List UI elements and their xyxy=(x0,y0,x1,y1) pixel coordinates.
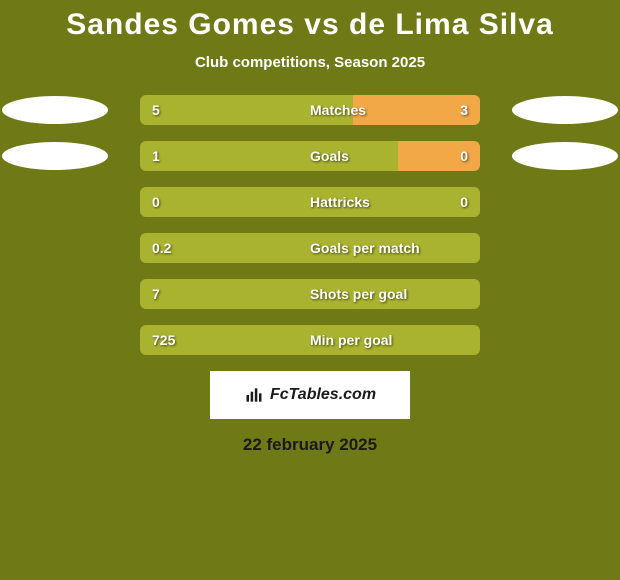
bar-segment-left xyxy=(140,141,398,171)
metric-bar: 7 Shots per goal xyxy=(140,279,480,309)
metric-bar: 5 3 Matches xyxy=(140,95,480,125)
date-text: 22 february 2025 xyxy=(0,435,620,455)
metric-bar: 1 0 Goals xyxy=(140,141,480,171)
metric-label: Goals per match xyxy=(310,240,420,256)
player-avatar-left xyxy=(2,96,108,124)
metric-bar: 0 0 Hattricks xyxy=(140,187,480,217)
metric-bar: 725 Min per goal xyxy=(140,325,480,355)
page-title: Sandes Gomes vs de Lima Silva xyxy=(0,8,620,42)
player-avatar-right xyxy=(512,96,618,124)
value-right: 3 xyxy=(460,102,468,118)
value-left: 5 xyxy=(152,102,160,118)
branding-box: FcTables.com xyxy=(210,371,410,419)
metric-label: Matches xyxy=(310,102,366,118)
metric-label: Hattricks xyxy=(310,194,370,210)
subtitle: Club competitions, Season 2025 xyxy=(0,54,620,71)
metric-label: Goals xyxy=(310,148,349,164)
comparison-infographic: Sandes Gomes vs de Lima Silva Club compe… xyxy=(0,0,620,580)
value-left: 0 xyxy=(152,194,160,210)
metric-row: 1 0 Goals xyxy=(0,141,620,171)
metric-label: Shots per goal xyxy=(310,286,407,302)
metric-label: Min per goal xyxy=(310,332,392,348)
avatar-slot-right xyxy=(510,128,620,184)
value-left: 1 xyxy=(152,148,160,164)
value-left: 7 xyxy=(152,286,160,302)
branding-text: FcTables.com xyxy=(270,386,376,404)
chart-icon xyxy=(244,385,264,405)
metric-row: 0 0 Hattricks xyxy=(0,187,620,217)
player-avatar-left xyxy=(2,142,108,170)
metric-row: 725 Min per goal xyxy=(0,325,620,355)
metric-bar: 0.2 Goals per match xyxy=(140,233,480,263)
avatar-slot-left xyxy=(0,128,110,184)
metric-row: 7 Shots per goal xyxy=(0,279,620,309)
player-avatar-right xyxy=(512,142,618,170)
value-right: 0 xyxy=(460,148,468,164)
value-left: 725 xyxy=(152,332,175,348)
metric-row: 5 3 Matches xyxy=(0,95,620,125)
value-right: 0 xyxy=(460,194,468,210)
metric-row: 0.2 Goals per match xyxy=(0,233,620,263)
metrics-list: 5 3 Matches 1 0 Goals 0 0 Hattricks 0.2 Goals per … xyxy=(0,95,620,355)
value-left: 0.2 xyxy=(152,240,171,256)
